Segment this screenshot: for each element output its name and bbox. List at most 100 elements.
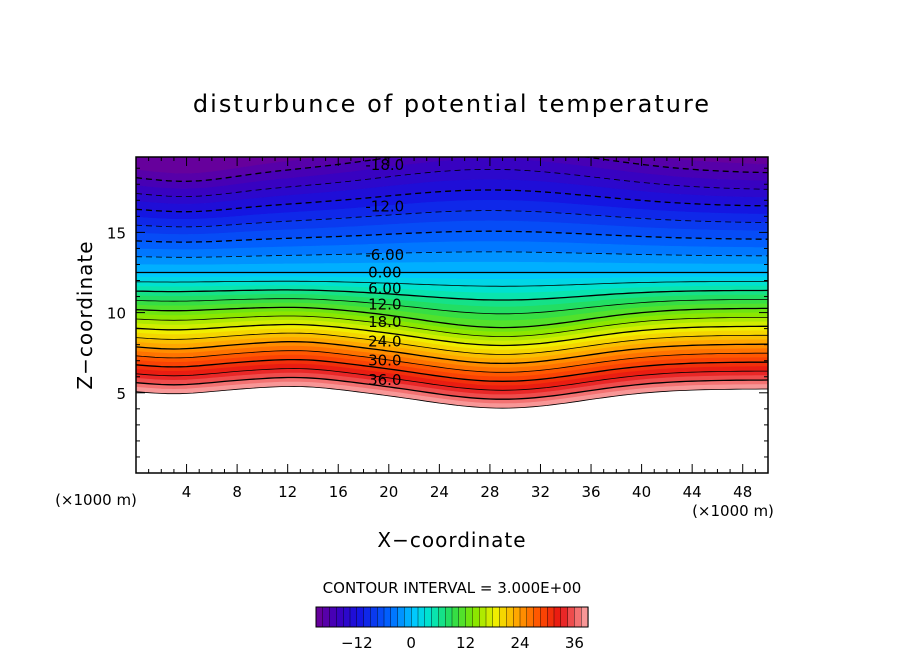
- colorbar: [315, 606, 589, 628]
- contour-label: -12.0: [365, 198, 404, 216]
- colorbar-cell: [526, 606, 535, 628]
- contour-line: [136, 341, 768, 365]
- plot-area: [136, 157, 768, 409]
- colorbar-cell: [336, 606, 344, 628]
- contour-interval-text: CONTOUR INTERVAL = 3.000E+00: [323, 579, 582, 597]
- x-tick-label: 40: [632, 483, 651, 501]
- contour-line: [136, 323, 768, 347]
- contour-line: [136, 376, 768, 400]
- colorbar-cell: [458, 606, 467, 628]
- colorbar-cell: [431, 606, 440, 628]
- contour-line: [136, 332, 768, 355]
- colorbar-cell: [485, 606, 494, 628]
- x-tick-label: 48: [733, 483, 752, 501]
- colorbar-tick-label: 36: [565, 634, 584, 652]
- colorbar-cell: [349, 606, 358, 628]
- contour-line: [136, 385, 768, 409]
- contour-line: [136, 350, 768, 373]
- colorbar-cell: [370, 606, 378, 628]
- contour-label: 6.00: [368, 280, 401, 298]
- colorbar-cell: [560, 606, 569, 628]
- contour-line: [136, 157, 768, 182]
- contour-line: [136, 230, 768, 243]
- contour-label: 18.0: [368, 313, 401, 331]
- colorbar-cell: [492, 606, 501, 628]
- contour-line: [136, 280, 768, 287]
- contour-line: [136, 289, 768, 301]
- colorbar-cell: [472, 606, 480, 628]
- contour-label: 12.0: [368, 296, 401, 314]
- colorbar-tick-label: 12: [456, 634, 475, 652]
- y-tick-label: 5: [116, 385, 126, 403]
- x-tick-label: 8: [232, 483, 242, 501]
- colorbar-cell: [574, 606, 582, 628]
- x-tick-label: 44: [683, 483, 702, 501]
- colorbar-cell: [513, 606, 521, 628]
- colorbar-cell: [377, 606, 385, 628]
- colorbar-cell: [397, 606, 406, 628]
- colorbar-cell: [356, 606, 365, 628]
- colorbar-cell: [479, 606, 487, 628]
- contour-line: [136, 298, 768, 315]
- colorbar-cell: [417, 606, 426, 628]
- contour-label: -6.00: [365, 246, 404, 264]
- colorbar-cell: [404, 606, 412, 628]
- contour-line: [136, 251, 768, 258]
- x-tick-label: 36: [581, 483, 600, 501]
- colorbar-cell: [581, 606, 589, 628]
- temperature-field: [136, 157, 768, 409]
- x-tick-label: 12: [278, 483, 297, 501]
- contour-line: [136, 169, 768, 197]
- x-tick-label: 24: [430, 483, 449, 501]
- colorbar-cell: [411, 606, 419, 628]
- x-tick-label: 16: [329, 483, 348, 501]
- contour-lines: [136, 157, 768, 409]
- colorbar-frame: [315, 606, 589, 628]
- contour-label: 24.0: [368, 332, 401, 350]
- x-tick-label: 32: [531, 483, 550, 501]
- contour-line: [136, 189, 768, 213]
- colorbar-cell: [315, 606, 324, 628]
- contour-line: [136, 306, 768, 329]
- x-axis-label: X−coordinate: [377, 528, 526, 552]
- colorbar-cell: [445, 606, 453, 628]
- x-axis-unit-left: (×1000 m): [55, 491, 137, 509]
- contour-label: 36.0: [368, 371, 401, 389]
- contour-label: -18.0: [365, 156, 404, 174]
- colorbar-cell: [499, 606, 508, 628]
- colorbar-tick-label: −12: [341, 634, 373, 652]
- contour-line: [136, 368, 768, 391]
- chart-title: disturbunce of potential temperature: [193, 90, 711, 118]
- x-tick-label: 28: [480, 483, 499, 501]
- colorbar-cell: [567, 606, 575, 628]
- x-axis-unit-right: (×1000 m): [692, 502, 774, 520]
- colorbar-cell: [322, 606, 331, 628]
- x-tick-label: 4: [182, 483, 192, 501]
- y-tick-label: 15: [107, 224, 126, 242]
- x-axis-ticks: 4 8 12 16 20 24 28 32 36 40 44 48: [148, 157, 756, 501]
- x-tick-label: 20: [379, 483, 398, 501]
- colorbar-cell: [533, 606, 541, 628]
- colorbar-tick-label: 0: [406, 634, 416, 652]
- colorbar-cell: [506, 606, 514, 628]
- colorbar-cell: [329, 606, 338, 628]
- contour-label: 0.00: [368, 263, 401, 281]
- y-tick-label: 10: [107, 305, 126, 323]
- colorbar-cell: [343, 606, 351, 628]
- colorbar-cell: [424, 606, 433, 628]
- contour-label: 30.0: [368, 352, 401, 370]
- colorbar-cell: [451, 606, 460, 628]
- colorbar-cell: [390, 606, 399, 628]
- colorbar-tick-label: 24: [510, 634, 529, 652]
- colorbar-cell: [383, 606, 392, 628]
- colorbar-cell: [553, 606, 562, 628]
- y-axis-label: Z−coordinate: [73, 240, 97, 389]
- contour-line: [136, 315, 768, 337]
- contour-line: [136, 358, 768, 382]
- contour-line: [136, 210, 768, 228]
- colorbar-cell: [363, 606, 372, 628]
- colorbar-cell: [540, 606, 548, 628]
- colorbar-cell: [465, 606, 474, 628]
